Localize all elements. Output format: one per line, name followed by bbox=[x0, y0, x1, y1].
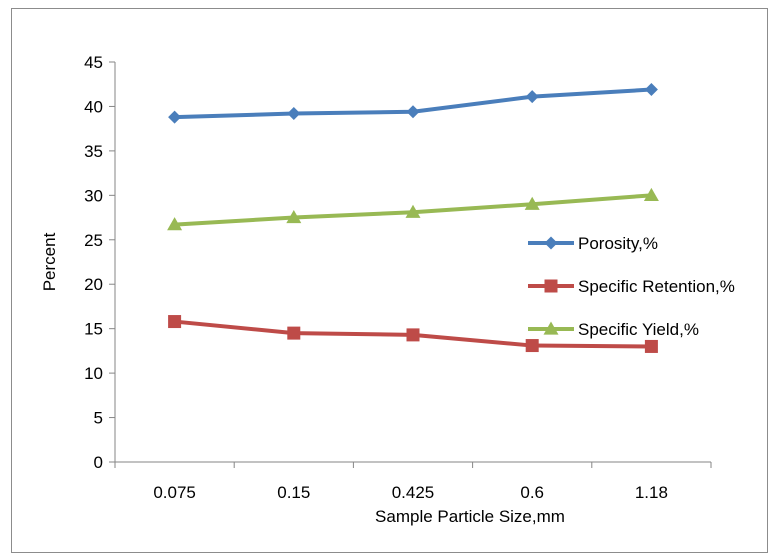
data-point-marker bbox=[406, 328, 420, 342]
y-axis-title: Percent bbox=[40, 232, 59, 291]
data-point-marker bbox=[287, 326, 301, 340]
legend-item: Porosity,% bbox=[528, 234, 658, 253]
x-tick-label: 0.425 bbox=[392, 483, 435, 502]
x-tick-label: 0.075 bbox=[153, 483, 196, 502]
legend-marker bbox=[544, 236, 558, 250]
y-tick-label: 40 bbox=[84, 97, 103, 116]
series-1 bbox=[168, 83, 658, 124]
legend-label: Specific Retention,% bbox=[578, 277, 735, 296]
x-axis-ticks: 0.075 0.15 0.425 0.6 1.18 bbox=[114, 462, 712, 502]
data-point-marker bbox=[286, 210, 302, 224]
y-tick-label: 45 bbox=[84, 53, 103, 72]
series-layer bbox=[167, 83, 659, 353]
data-point-marker bbox=[167, 217, 183, 231]
data-point-marker bbox=[524, 196, 540, 210]
data-point-marker bbox=[644, 339, 658, 353]
legend-marker bbox=[543, 321, 559, 335]
x-tick-label: 0.15 bbox=[277, 483, 310, 502]
y-tick-label: 25 bbox=[84, 231, 103, 250]
x-tick-label: 0.6 bbox=[520, 483, 544, 502]
y-axis-ticks: 0 5 10 15 20 25 30 35 40 45 bbox=[84, 53, 115, 472]
data-point-marker bbox=[287, 107, 301, 121]
data-point-marker bbox=[168, 315, 182, 329]
x-axis-title: Sample Particle Size,mm bbox=[375, 507, 565, 526]
y-tick-label: 30 bbox=[84, 186, 103, 205]
data-point-marker bbox=[643, 187, 659, 201]
legend: Porosity,% Specific Retention,% Specific Y… bbox=[528, 234, 735, 339]
data-point-marker bbox=[525, 339, 539, 353]
data-point-marker bbox=[644, 83, 658, 97]
data-point-marker bbox=[406, 105, 420, 119]
y-tick-label: 10 bbox=[84, 364, 103, 383]
legend-item: Specific Retention,% bbox=[528, 277, 735, 296]
series-2 bbox=[168, 315, 658, 353]
legend-marker bbox=[544, 279, 558, 293]
y-tick-label: 0 bbox=[94, 453, 103, 472]
data-point-marker bbox=[168, 110, 182, 124]
data-point-marker bbox=[405, 204, 421, 218]
y-tick-label: 20 bbox=[84, 275, 103, 294]
series-3 bbox=[167, 187, 659, 231]
legend-label: Porosity,% bbox=[578, 234, 658, 253]
legend-label: Specific Yield,% bbox=[578, 320, 699, 339]
legend-item: Specific Yield,% bbox=[528, 320, 699, 339]
x-tick-label: 1.18 bbox=[635, 483, 668, 502]
y-tick-label: 5 bbox=[94, 409, 103, 428]
y-tick-label: 15 bbox=[84, 320, 103, 339]
y-tick-label: 35 bbox=[84, 142, 103, 161]
chart-axes bbox=[114, 62, 711, 463]
data-point-marker bbox=[525, 90, 539, 104]
